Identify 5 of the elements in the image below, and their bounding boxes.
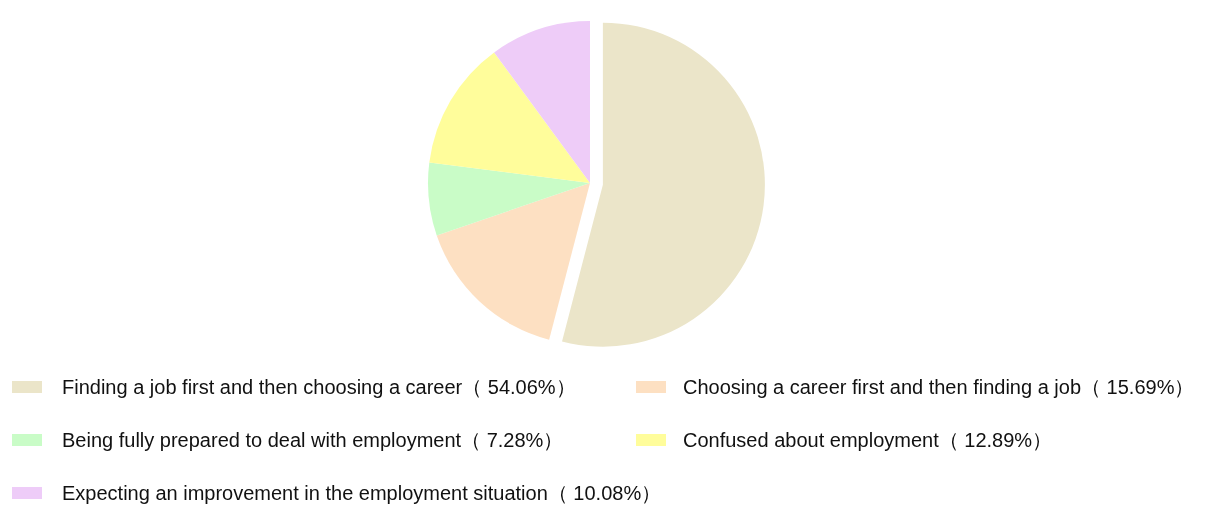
legend-label: Confused about employment（ 12.89%）: [683, 429, 1053, 451]
legend-label: Being fully prepared to deal with employment（ 7.28%）: [62, 429, 564, 451]
legend-label: Finding a job first and then choosing a career（ 54.06%）: [62, 376, 576, 398]
legend-label: Choosing a career first and then finding a job（ 15.69%）: [683, 376, 1195, 398]
legend-label: Expecting an improvement in the employment situation（ 10.08%）: [62, 482, 662, 504]
